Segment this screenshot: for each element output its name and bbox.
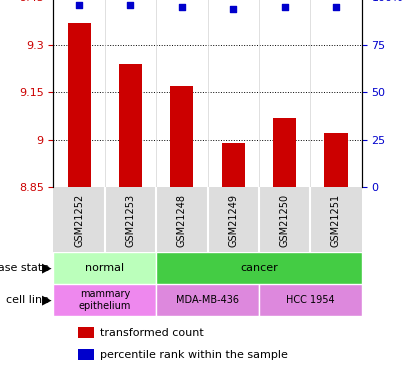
Bar — [324, 134, 348, 187]
Point — [333, 4, 339, 10]
Text: mammary
epithelium: mammary epithelium — [79, 290, 131, 311]
Text: GSM21250: GSM21250 — [279, 194, 290, 247]
Point — [230, 6, 237, 12]
Text: GSM21249: GSM21249 — [228, 194, 238, 247]
FancyBboxPatch shape — [156, 252, 362, 284]
Text: percentile rank within the sample: percentile rank within the sample — [100, 350, 288, 360]
Text: ▶: ▶ — [42, 294, 51, 307]
Point — [127, 2, 134, 8]
Text: GSM21253: GSM21253 — [125, 194, 136, 247]
Text: cell line: cell line — [6, 295, 49, 305]
FancyBboxPatch shape — [156, 284, 259, 316]
Text: GSM21248: GSM21248 — [177, 194, 187, 247]
Text: GSM21251: GSM21251 — [331, 194, 341, 247]
Point — [76, 2, 82, 8]
Bar — [78, 327, 94, 338]
FancyBboxPatch shape — [53, 284, 156, 316]
Bar — [170, 86, 194, 187]
Bar — [67, 22, 91, 187]
Text: MDA-MB-436: MDA-MB-436 — [176, 295, 239, 305]
FancyBboxPatch shape — [53, 252, 156, 284]
Text: disease state: disease state — [0, 263, 49, 273]
Bar — [273, 118, 296, 187]
FancyBboxPatch shape — [259, 284, 362, 316]
Text: normal: normal — [85, 263, 125, 273]
Text: HCC 1954: HCC 1954 — [286, 295, 335, 305]
Text: cancer: cancer — [240, 263, 278, 273]
Text: GSM21252: GSM21252 — [74, 194, 84, 247]
Text: transformed count: transformed count — [100, 328, 203, 338]
Bar — [222, 143, 245, 187]
Bar — [78, 349, 94, 360]
Text: ▶: ▶ — [42, 262, 51, 275]
Bar — [119, 64, 142, 187]
Point — [178, 4, 185, 10]
Point — [281, 4, 288, 10]
